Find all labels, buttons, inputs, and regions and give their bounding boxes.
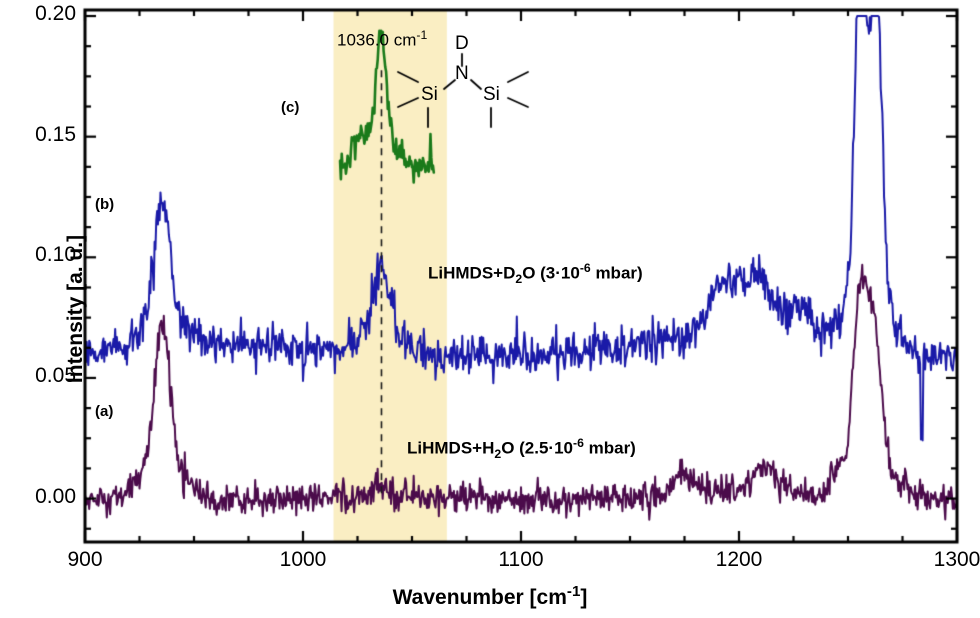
trace-label-h2o-sup: -6	[573, 436, 584, 450]
molecule-atom-N: N	[455, 63, 469, 84]
x-tick-label: 1000	[279, 548, 327, 571]
molecule-atom-D: D	[455, 33, 469, 54]
panel-label-b: (b)	[95, 196, 115, 213]
trace-label-h2o-sub: 2	[494, 447, 502, 462]
x-axis-label: Wavenumber [cm-1]	[0, 583, 980, 610]
trace-label-d2o-post: mbar)	[590, 263, 643, 283]
y-tick-label: 0.05	[35, 363, 76, 387]
y-tick-label: 0.00	[35, 484, 76, 508]
panel-label-a: (a)	[95, 403, 114, 420]
trace-label-d2o-sub: 2	[515, 272, 523, 287]
trace-label-d2o-mid: O (3·10	[522, 263, 580, 283]
trace-label-h2o-pre: LiHMDS+H	[407, 438, 495, 458]
x-tick-label: 900	[67, 548, 103, 571]
x-axis-label-exponent: -1	[566, 583, 581, 600]
molecule-atom-Si-left: Si	[421, 84, 438, 105]
trace-label-h2o-post: mbar)	[583, 438, 636, 458]
panel-label-c: (c)	[281, 99, 300, 116]
peak-wavenumber-text: 1036.0 cm	[337, 30, 417, 50]
x-axis-label-text: Wavenumber [cm	[392, 586, 567, 609]
trace-label-h2o-mid: O (2.5·10	[501, 438, 573, 458]
trace-label-h2o: LiHMDS+H2O (2.5·10-6 mbar)	[407, 436, 636, 461]
x-tick-label: 1100	[498, 548, 544, 571]
x-axis-label-tail: ]	[580, 586, 588, 609]
y-tick-label: 0.20	[35, 2, 76, 26]
trace-label-d2o-pre: LiHMDS+D	[428, 263, 516, 283]
y-tick-label: 0.15	[35, 122, 76, 146]
x-tick-label: 1300	[933, 548, 980, 571]
x-tick-label: 1200	[715, 548, 763, 571]
molecule-atom-Si-right: Si	[483, 84, 500, 105]
peak-wavenumber-exponent: -1	[416, 28, 428, 42]
trace-label-d2o-sup: -6	[579, 261, 591, 275]
y-tick-label: 0.10	[35, 243, 76, 267]
peak-wavenumber-annotation: 1036.0 cm-1	[337, 28, 427, 51]
trace-label-d2o: LiHMDS+D2O (3·10-6 mbar)	[428, 261, 643, 286]
